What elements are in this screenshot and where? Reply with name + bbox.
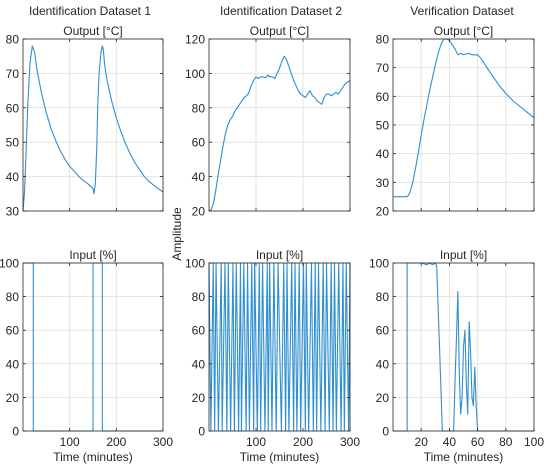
y-tick-label: 60: [6, 324, 20, 338]
y-tick-label: 80: [6, 33, 20, 47]
x-tick-label: 20: [415, 435, 429, 449]
y-tick-label: 80: [192, 101, 206, 115]
series-line: [23, 262, 163, 432]
y-tick-label: 100: [185, 257, 205, 271]
y-tick-label: 60: [192, 324, 206, 338]
y-tick-label: 80: [376, 33, 390, 47]
x-axis-label: Time (minutes): [424, 450, 504, 464]
y-tick-label: 60: [192, 136, 206, 150]
subplot-title: Output [°C]: [250, 24, 310, 38]
subplot-title: Output [°C]: [434, 24, 494, 38]
y-tick-label: 100: [185, 67, 205, 81]
y-tick-label: 80: [6, 290, 20, 304]
y-tick-label: 60: [376, 90, 390, 104]
axes-box: [22, 38, 164, 212]
column-title-1: Identification Dataset 1: [29, 4, 151, 18]
shared-y-axis-label: Amplitude: [170, 207, 184, 261]
y-tick-label: 40: [6, 170, 20, 184]
series-line: [208, 55, 351, 212]
x-tick-label: 40: [443, 435, 457, 449]
y-tick-label: 40: [376, 357, 390, 371]
y-tick-label: 20: [376, 391, 390, 405]
y-tick-label: 30: [6, 205, 20, 219]
y-tick-label: 60: [6, 101, 20, 115]
x-tick-label: 300: [153, 435, 173, 449]
y-tick-label: 80: [192, 290, 206, 304]
column-title-3: Verification Dataset: [410, 4, 514, 18]
x-tick-label: 300: [340, 435, 360, 449]
x-tick-label: 100: [60, 435, 80, 449]
x-axis-label: Time (minutes): [240, 450, 320, 464]
y-tick-label: 70: [6, 67, 20, 81]
subplot-6: 0 20 40 60 80 100 20 40 60 80 100 Input [%] Time (mi…: [369, 248, 544, 464]
subplot-title: Input [%]: [440, 248, 487, 262]
y-tick-label: 100: [369, 257, 389, 271]
subplot-2: 20 40 60 80 100 120 Output [°C]: [185, 24, 351, 219]
axes-box: [208, 262, 351, 432]
y-tick-label: 40: [192, 357, 206, 371]
y-tick-label: 40: [192, 170, 206, 184]
series-line: [208, 262, 351, 432]
y-tick-label: 120: [185, 33, 205, 47]
axes-box: [208, 38, 351, 212]
subplot-title: Input [%]: [256, 248, 303, 262]
y-tick-label: 70: [376, 61, 390, 75]
subplot-3: 20 30 40 50 60 70 80 Output [°C]: [376, 24, 535, 219]
y-tick-label: 30: [376, 176, 390, 190]
y-tick-label: 20: [376, 205, 390, 219]
y-tick-label: 20: [192, 205, 206, 219]
subplot-1: 30 40 50 60 70 80 Output [°C]: [6, 24, 164, 219]
y-tick-label: 50: [376, 119, 390, 133]
y-tick-label: 20: [192, 391, 206, 405]
axes-box: [392, 262, 535, 432]
y-tick-label: 0: [382, 425, 389, 439]
x-tick-label: 100: [524, 435, 544, 449]
subplot-4: 0 20 40 60 80 100 100 200 300 Input [%] Time (minu…: [0, 248, 173, 464]
series-line: [393, 38, 535, 198]
x-axis-label: Time (minutes): [53, 450, 133, 464]
x-tick-label: 200: [293, 435, 313, 449]
y-tick-label: 60: [376, 324, 390, 338]
axes-box: [22, 262, 164, 432]
x-tick-label: 100: [246, 435, 266, 449]
y-tick-label: 0: [12, 425, 19, 439]
y-tick-label: 0: [198, 425, 205, 439]
column-title-2: Identification Dataset 2: [220, 4, 342, 18]
x-tick-label: 200: [106, 435, 126, 449]
x-tick-label: 60: [471, 435, 485, 449]
subplot-grid: 30 40 50 60 70 80 Output [°C] 20 40 60 80 100 120 Out…: [0, 24, 544, 464]
y-tick-label: 50: [6, 136, 20, 150]
y-tick-label: 80: [376, 290, 390, 304]
subplot-title: Input [%]: [69, 248, 116, 262]
y-tick-label: 40: [376, 147, 390, 161]
x-tick-label: 80: [499, 435, 513, 449]
y-tick-label: 20: [6, 391, 20, 405]
series-line: [393, 262, 534, 432]
series-line: [22, 45, 164, 212]
subplot-5: 0 20 40 60 80 100 100 200 300 Input [%] Time (minu…: [185, 248, 360, 464]
y-tick-label: 100: [0, 257, 19, 271]
subplot-title: Output [°C]: [63, 24, 123, 38]
y-tick-label: 40: [6, 357, 20, 371]
